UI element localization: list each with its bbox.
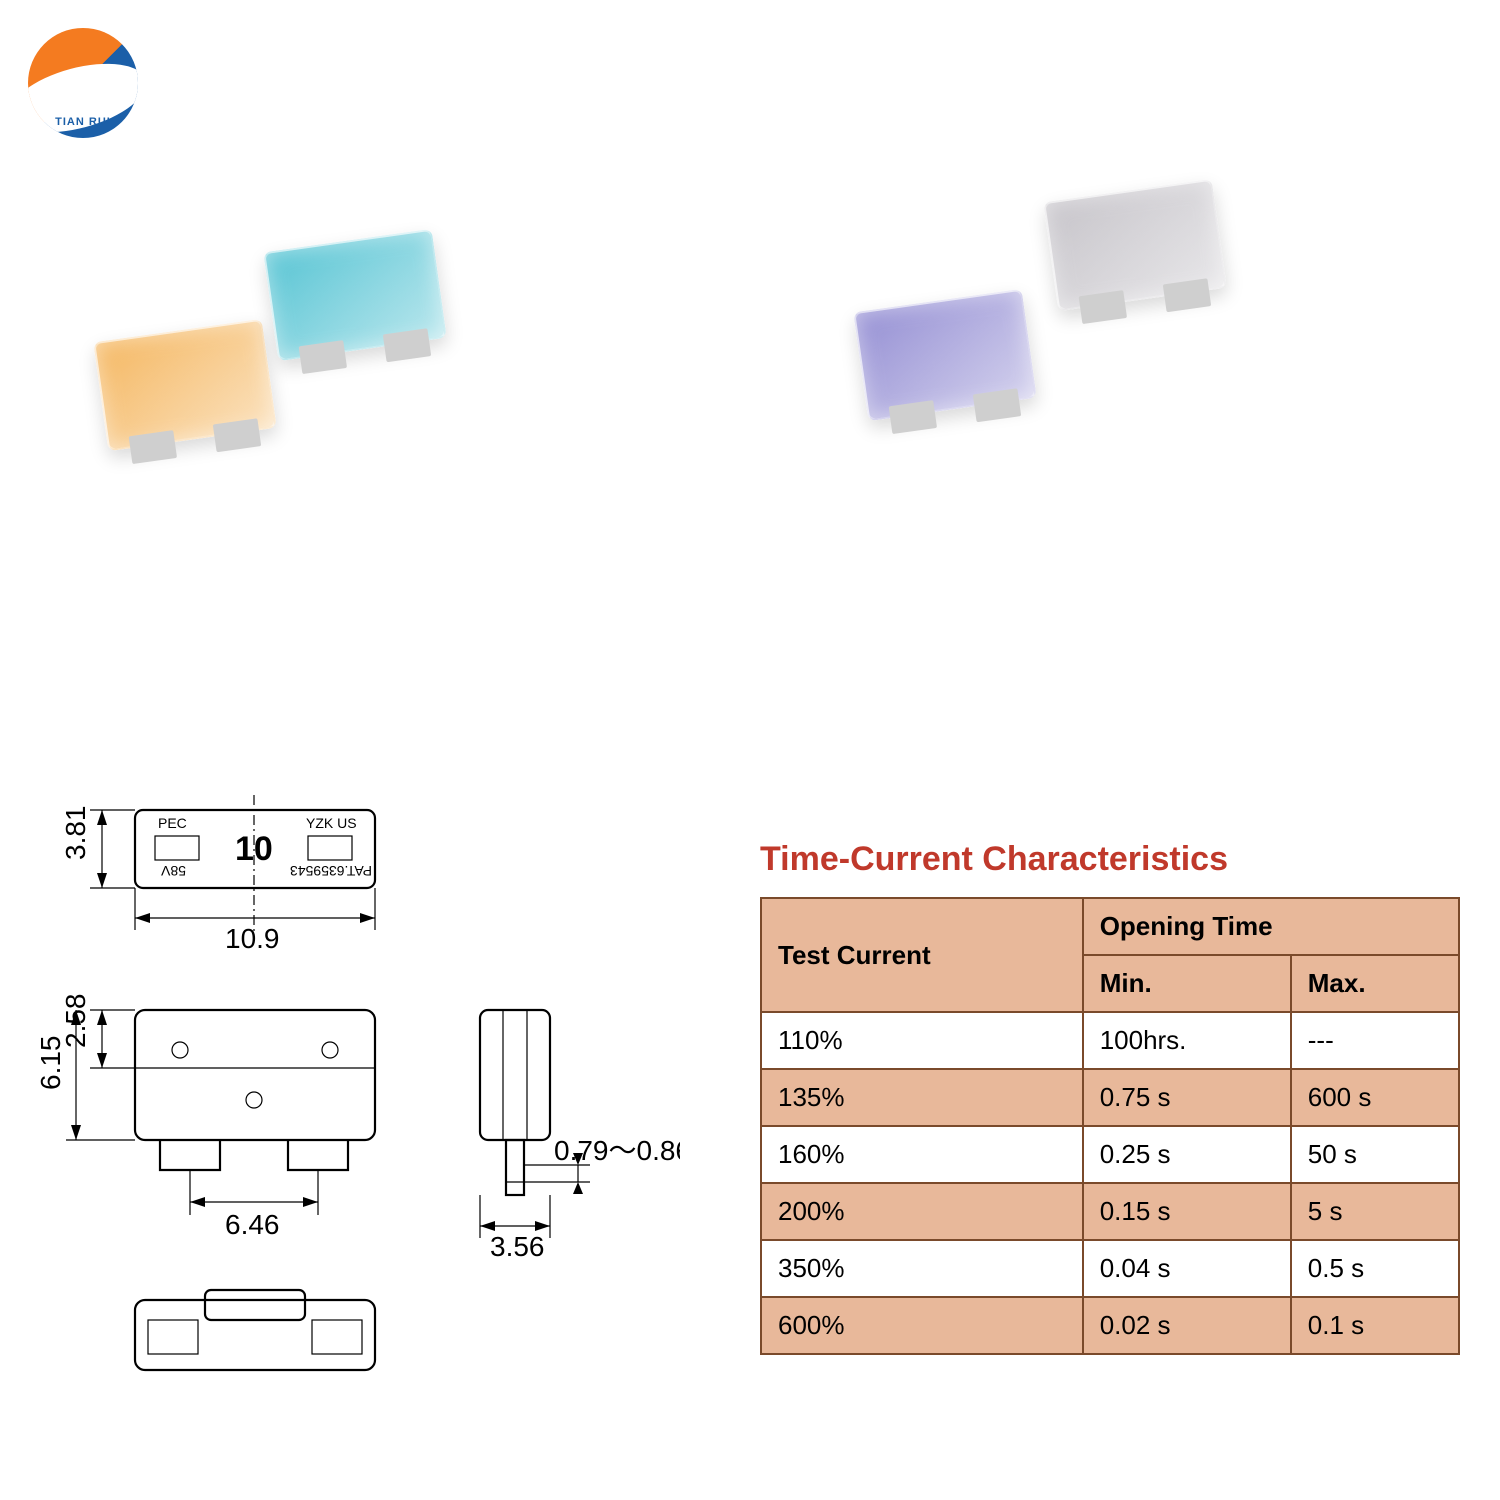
table-row: 600%0.02 s0.1 s (761, 1297, 1459, 1354)
drawing-side-view: 3.56 0.79～0.86 (480, 1010, 680, 1262)
table-cell: 350% (761, 1240, 1083, 1297)
fuse-photo (263, 229, 447, 362)
dim-top-height: 3.81 (60, 806, 91, 861)
brand-logo: TIAN RUI (28, 28, 138, 138)
table-cell: 0.02 s (1083, 1297, 1291, 1354)
fuse-photo (1043, 179, 1227, 312)
table-cell: 0.1 s (1291, 1297, 1459, 1354)
dim-pin-pitch: 6.46 (225, 1209, 280, 1240)
fuse-photo-group-2 (860, 190, 1300, 490)
table-cell: 5 s (1291, 1183, 1459, 1240)
fuse-photo-group-1 (100, 240, 520, 500)
table-row: 200%0.15 s5 s (761, 1183, 1459, 1240)
table-cell: 200% (761, 1183, 1083, 1240)
table-cell: 160% (761, 1126, 1083, 1183)
dim-top-width: 10.9 (225, 923, 280, 954)
dim-side-width: 3.56 (490, 1231, 545, 1262)
table-cell: 600% (761, 1297, 1083, 1354)
col-test-current: Test Current (761, 898, 1083, 1012)
drawing-bottom-view (135, 1290, 375, 1370)
table-row: 135%0.75 s600 s (761, 1069, 1459, 1126)
table-cell: 0.15 s (1083, 1183, 1291, 1240)
col-opening-time: Opening Time (1083, 898, 1459, 955)
marking-pat: PAT.6359543 (290, 863, 372, 879)
drawing-top-view: PEC 58V 10 YZK US PAT.6359543 10.9 3.81 (60, 795, 375, 954)
table-cell: 50 s (1291, 1126, 1459, 1183)
marking-58v: 58V (160, 863, 186, 879)
table-cell: --- (1291, 1012, 1459, 1069)
table-cell: 0.5 s (1291, 1240, 1459, 1297)
dim-blade-thickness: 0.79～0.86 (554, 1135, 680, 1166)
table-cell: 135% (761, 1069, 1083, 1126)
logo-text: TIAN RUI (28, 116, 138, 128)
table-header-row: Test Current Opening Time (761, 898, 1459, 955)
marking-pec: PEC (158, 815, 187, 831)
table-cell: 0.75 s (1083, 1069, 1291, 1126)
table-cell: 100hrs. (1083, 1012, 1291, 1069)
col-min: Min. (1083, 955, 1291, 1012)
table-cell: 0.25 s (1083, 1126, 1291, 1183)
table-row: 110%100hrs.--- (761, 1012, 1459, 1069)
drawing-front-view: 2.58 6.15 6.46 (40, 994, 375, 1241)
col-max: Max. (1291, 955, 1459, 1012)
technical-drawing: PEC 58V 10 YZK US PAT.6359543 10.9 3.81 (40, 790, 680, 1450)
table-cell: 0.04 s (1083, 1240, 1291, 1297)
characteristics-table: Test Current Opening Time Min. Max. 110%… (760, 897, 1460, 1355)
table-row: 350%0.04 s0.5 s (761, 1240, 1459, 1297)
fuse-photo (853, 289, 1037, 422)
table-cell: 110% (761, 1012, 1083, 1069)
table-row: 160%0.25 s50 s (761, 1126, 1459, 1183)
table-cell: 600 s (1291, 1069, 1459, 1126)
marking-yzk: YZK US (306, 815, 357, 831)
dim-front-height: 6.15 (40, 1036, 66, 1091)
fuse-photo (93, 319, 277, 452)
characteristics-title: Time-Current Characteristics (760, 840, 1460, 879)
characteristics-block: Time-Current Characteristics Test Curren… (760, 840, 1460, 1355)
